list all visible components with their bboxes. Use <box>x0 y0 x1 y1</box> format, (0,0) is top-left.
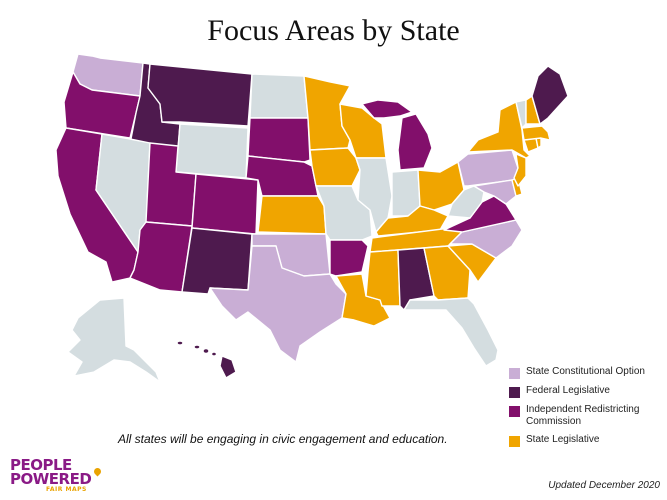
state-iowa[interactable] <box>309 147 361 187</box>
people-powered-logo: PEOPLE POWERED FAIR MAPS <box>10 458 150 493</box>
state-maine[interactable] <box>531 65 569 125</box>
state-wyoming[interactable] <box>175 123 249 179</box>
legend-label: State Constitutional Option <box>526 366 645 377</box>
state-west-virginia[interactable] <box>447 185 485 219</box>
legend-item-state-legislative: State Legislative <box>509 434 659 447</box>
legend-item-state-constitutional: State Constitutional Option <box>509 366 659 379</box>
legend-label: Independent Redistricting Commission <box>526 404 640 427</box>
updated-date: Updated December 2020 <box>548 480 660 491</box>
legend-item-independent-commission: Independent Redistricting Commission <box>509 404 659 428</box>
state-montana[interactable] <box>147 63 253 127</box>
state-massachusetts[interactable] <box>521 125 551 141</box>
state-arkansas[interactable] <box>329 239 369 277</box>
state-florida[interactable] <box>403 297 499 367</box>
state-arizona[interactable] <box>129 221 193 293</box>
logo-line-1: PEOPLE <box>10 456 72 474</box>
civic-engagement-note: All states will be engaging in civic eng… <box>118 432 448 446</box>
state-colorado[interactable] <box>191 173 259 235</box>
state-mississippi[interactable] <box>365 249 401 307</box>
state-north-dakota[interactable] <box>249 73 309 119</box>
state-south-dakota[interactable] <box>247 117 311 163</box>
legend-label: State Legislative <box>526 434 600 445</box>
logo-subtitle: FAIR MAPS <box>46 486 87 493</box>
logo-line-2: POWERED <box>10 470 92 488</box>
legend-swatch <box>509 368 520 379</box>
legend-swatch <box>509 406 520 417</box>
state-new-mexico[interactable] <box>181 227 253 295</box>
state-louisiana[interactable] <box>335 273 391 327</box>
legend-label: Federal Legislative <box>526 385 610 396</box>
map-legend: State Constitutional Option Federal Legi… <box>509 366 659 453</box>
legend-swatch <box>509 436 520 447</box>
state-missouri[interactable] <box>315 185 373 241</box>
state-hawaii[interactable] <box>176 340 237 379</box>
page-title: Focus Areas by State <box>207 14 460 47</box>
legend-swatch <box>509 387 520 398</box>
state-michigan-lower[interactable] <box>397 113 433 171</box>
state-texas[interactable] <box>209 245 347 363</box>
state-alaska[interactable] <box>67 297 161 383</box>
state-kansas[interactable] <box>257 195 327 235</box>
legend-item-federal-legislative: Federal Legislative <box>509 385 659 398</box>
state-michigan[interactable] <box>361 99 413 119</box>
